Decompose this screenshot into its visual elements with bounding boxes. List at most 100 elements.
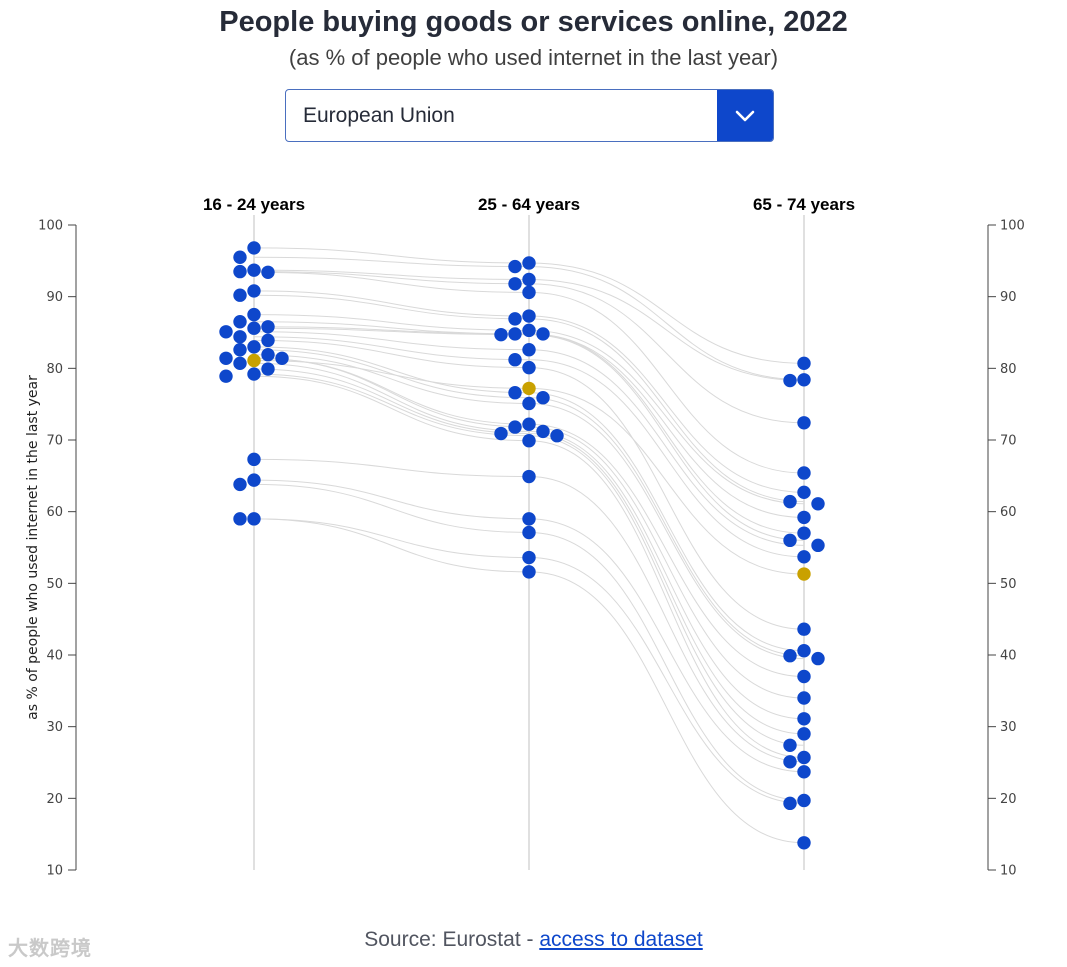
data-point[interactable] (247, 340, 261, 354)
data-point[interactable] (261, 333, 275, 348)
data-point[interactable] (797, 727, 811, 741)
data-point[interactable] (783, 649, 797, 663)
data-point[interactable] (797, 373, 811, 387)
highlight-data-point[interactable] (247, 353, 261, 368)
data-point[interactable] (783, 738, 797, 752)
highlight-data-point[interactable] (522, 381, 536, 396)
country-select-button[interactable] (717, 90, 773, 141)
data-point[interactable] (247, 512, 261, 526)
data-point[interactable] (522, 343, 536, 357)
data-point[interactable] (522, 323, 536, 338)
data-point[interactable] (797, 550, 811, 564)
data-point[interactable] (522, 565, 536, 579)
data-point[interactable] (797, 836, 811, 850)
data-point[interactable] (508, 277, 522, 291)
data-point[interactable] (494, 327, 508, 342)
data-point[interactable] (522, 396, 536, 411)
country-select-value: European Union (303, 104, 455, 127)
data-point[interactable] (233, 250, 247, 264)
data-point[interactable] (522, 525, 536, 540)
data-point[interactable] (247, 284, 261, 298)
series-line (253, 269, 805, 382)
data-point[interactable] (536, 327, 550, 341)
y-tick-label-right: 70 (1000, 434, 1017, 449)
y-tick-label-left: 10 (46, 864, 63, 879)
data-point[interactable] (783, 494, 797, 509)
y-tick-label-left: 70 (46, 434, 63, 449)
data-point[interactable] (508, 312, 522, 326)
data-point[interactable] (522, 512, 536, 526)
data-point[interactable] (522, 550, 536, 565)
highlight-data-point[interactable] (797, 567, 811, 581)
data-point[interactable] (783, 755, 797, 769)
data-point[interactable] (261, 362, 275, 376)
data-point[interactable] (811, 538, 825, 553)
data-point[interactable] (508, 420, 522, 434)
data-point[interactable] (550, 429, 564, 443)
data-point[interactable] (783, 373, 797, 388)
data-point[interactable] (797, 793, 811, 808)
y-tick-label-right: 90 (1000, 290, 1017, 305)
data-point[interactable] (247, 241, 261, 255)
data-point[interactable] (233, 288, 247, 302)
y-tick-label-left: 60 (46, 505, 63, 520)
data-point[interactable] (275, 351, 289, 365)
data-point[interactable] (522, 272, 536, 287)
data-point[interactable] (233, 264, 247, 279)
data-point[interactable] (811, 651, 825, 666)
data-point[interactable] (797, 510, 811, 525)
data-point[interactable] (522, 285, 536, 300)
data-point[interactable] (261, 320, 275, 334)
data-point[interactable] (797, 669, 811, 684)
data-point[interactable] (797, 466, 811, 480)
data-point[interactable] (247, 263, 261, 277)
data-point[interactable] (797, 712, 811, 726)
data-point[interactable] (508, 259, 522, 274)
series-line (253, 375, 805, 758)
y-tick-label-right: 40 (1000, 649, 1017, 664)
data-point[interactable] (797, 622, 811, 636)
data-point[interactable] (536, 424, 550, 439)
data-point[interactable] (783, 533, 797, 548)
data-point[interactable] (233, 356, 247, 371)
data-point[interactable] (508, 353, 522, 367)
y-tick-label-left: 100 (38, 219, 63, 234)
data-point[interactable] (522, 469, 536, 484)
data-point[interactable] (219, 351, 233, 365)
data-point[interactable] (508, 386, 522, 400)
data-point[interactable] (783, 796, 797, 811)
data-point[interactable] (247, 367, 261, 381)
data-point[interactable] (536, 391, 550, 405)
data-point[interactable] (247, 452, 261, 467)
data-point[interactable] (261, 265, 275, 279)
data-point[interactable] (797, 356, 811, 371)
data-point[interactable] (797, 765, 811, 779)
data-point[interactable] (247, 307, 261, 322)
data-point[interactable] (219, 369, 233, 383)
data-point[interactable] (233, 343, 247, 357)
data-point[interactable] (233, 477, 247, 492)
data-point[interactable] (522, 417, 536, 431)
data-point[interactable] (797, 750, 811, 765)
data-point[interactable] (811, 497, 825, 511)
data-point[interactable] (219, 325, 233, 339)
data-point[interactable] (797, 485, 811, 500)
data-point[interactable] (797, 644, 811, 658)
data-point[interactable] (261, 348, 275, 362)
data-point[interactable] (797, 691, 811, 705)
data-point[interactable] (494, 426, 508, 441)
data-point[interactable] (233, 330, 247, 344)
data-point[interactable] (247, 321, 261, 335)
data-point[interactable] (247, 473, 261, 487)
data-point[interactable] (522, 256, 536, 270)
data-point[interactable] (233, 315, 247, 329)
data-point[interactable] (233, 512, 247, 526)
data-point[interactable] (522, 434, 536, 448)
data-point[interactable] (797, 526, 811, 540)
data-point[interactable] (797, 416, 811, 430)
data-point[interactable] (522, 309, 536, 323)
data-point[interactable] (508, 327, 522, 341)
country-select[interactable]: European Union (285, 89, 774, 142)
dataset-link[interactable]: access to dataset (539, 928, 703, 951)
data-point[interactable] (522, 360, 536, 375)
